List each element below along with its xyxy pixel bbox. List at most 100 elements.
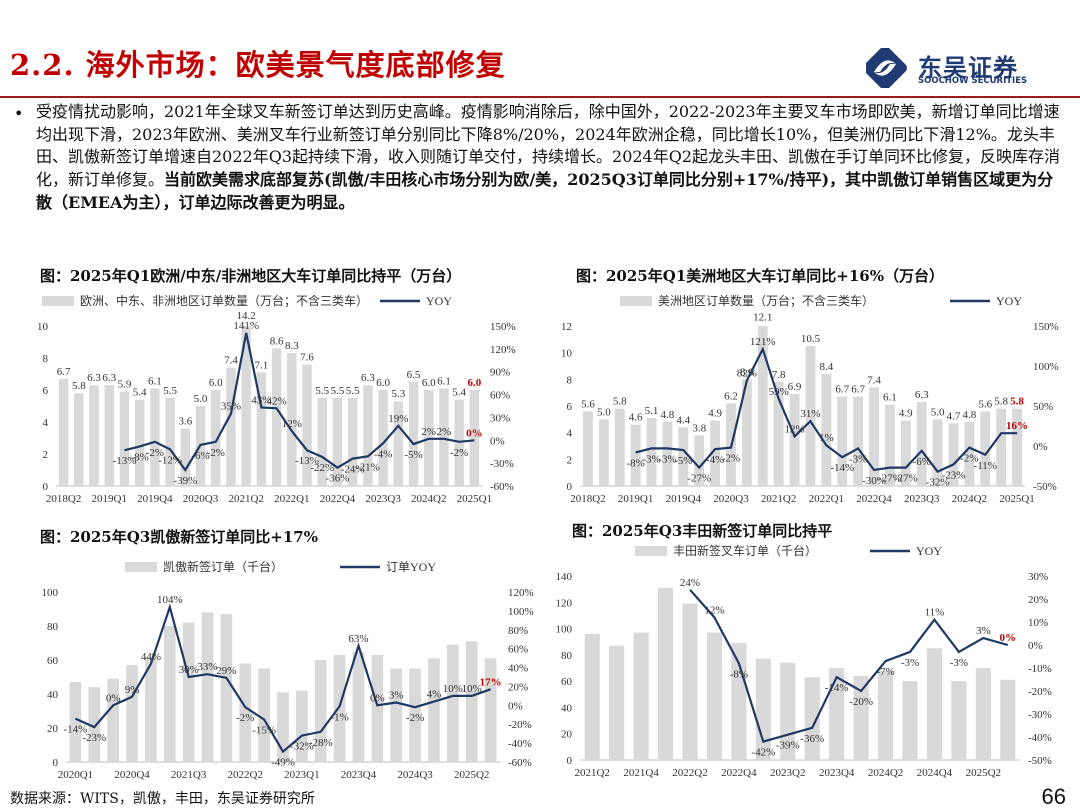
legend-bar-label: 丰田新签叉车订单（千台） xyxy=(673,543,817,558)
x-axis-tick: 2021Q3 xyxy=(171,769,207,781)
bar xyxy=(256,372,267,486)
bar xyxy=(710,420,721,486)
bar xyxy=(996,408,1007,486)
bar-value-label: 5.0 xyxy=(194,393,208,405)
y2-axis-tick: 120% xyxy=(490,344,516,356)
yoy-label: 0% xyxy=(466,427,483,439)
yoy-label: -6% xyxy=(191,450,209,462)
y-axis-tick: 12 xyxy=(561,321,572,333)
bar-value-label: 7.4 xyxy=(867,374,881,386)
bar xyxy=(165,398,175,486)
y2-axis-tick: -40% xyxy=(508,738,532,750)
yoy-label: -13% xyxy=(295,455,319,467)
bar-value-label: 5.5 xyxy=(331,385,345,397)
bar-value-label: 4.8 xyxy=(661,409,675,421)
bar-value-label: 6.2 xyxy=(724,390,738,402)
bar xyxy=(69,682,82,762)
bar-value-label: 4.9 xyxy=(899,408,913,420)
bar-value-label: 8.3 xyxy=(285,340,299,352)
chart-toyota-orders: 丰田新签叉车订单（千台） YOY 0 20 40 60 80 100 120 140 -50% -40… xyxy=(556,543,1052,778)
yoy-label: 30% xyxy=(179,664,199,676)
bar-value-label: 4.8 xyxy=(963,409,977,421)
yoy-label: 121% xyxy=(750,336,776,348)
yoy-label: 10% xyxy=(462,683,482,695)
y-axis-tick: 10 xyxy=(561,348,573,360)
bar-value-label: 5.9 xyxy=(118,379,132,391)
bar xyxy=(408,382,419,486)
y-axis-tick: 20 xyxy=(47,723,59,735)
y-axis-tick: 2 xyxy=(567,454,573,466)
bar-value-label: 6.3 xyxy=(361,372,375,384)
y2-axis-tick: -60% xyxy=(490,481,514,493)
bar-value-label: 6.0 xyxy=(468,377,482,389)
yoy-label: -8% xyxy=(131,451,149,463)
y2-axis-tick: -40% xyxy=(1028,732,1052,744)
yoy-label: 33% xyxy=(197,661,217,673)
bar xyxy=(317,398,327,486)
yoy-label: -5% xyxy=(674,455,692,467)
bar xyxy=(393,401,404,486)
bar xyxy=(583,411,593,486)
bar-value-label: 6.9 xyxy=(788,381,802,393)
bar-value-label: 4.7 xyxy=(947,410,961,422)
chart-title-kion: 图：2025年Q3凯傲新签订单同比+17% xyxy=(40,528,318,546)
yoy-label: -2% xyxy=(450,447,468,459)
yoy-label: 104% xyxy=(157,594,183,606)
bar xyxy=(150,388,160,486)
bar-value-label: 5.6 xyxy=(978,398,992,410)
yoy-label: 3% xyxy=(389,690,404,702)
y2-axis-tick: -50% xyxy=(1028,755,1052,767)
yoy-label: 16% xyxy=(1006,420,1028,432)
y-axis-tick: 8 xyxy=(567,374,573,386)
y-axis-tick: 4 xyxy=(43,417,49,429)
y2-axis-tick: -20% xyxy=(1028,686,1052,698)
y2-axis-tick: -30% xyxy=(1028,709,1052,721)
yoy-label: 2% xyxy=(437,426,452,438)
y2-axis-tick: 100% xyxy=(1033,361,1059,373)
x-axis-tick: 2022Q1 xyxy=(809,493,844,505)
x-axis-tick: 2025Q2 xyxy=(454,769,489,781)
yoy-label: -22% xyxy=(310,462,334,474)
bar xyxy=(428,658,440,762)
yoy-label: 17% xyxy=(480,676,502,688)
bar xyxy=(682,603,698,760)
y2-axis-tick: 60% xyxy=(490,390,510,402)
x-axis-tick: 2019Q4 xyxy=(137,493,173,505)
bar xyxy=(409,668,421,762)
bar xyxy=(332,398,343,486)
bar xyxy=(662,422,673,486)
yoy-label: 9% xyxy=(125,684,140,696)
summary-text: 受疫情扰动影响，2021年全球叉车新签订单达到历史高峰。疫情影响消除后，除中国外… xyxy=(36,102,1061,190)
bar xyxy=(869,387,879,486)
bar xyxy=(646,418,657,486)
bar xyxy=(119,391,130,486)
bar-value-label: 6.1 xyxy=(437,375,451,387)
bar xyxy=(226,367,236,486)
y2-axis-tick: -20% xyxy=(508,719,532,731)
bar-value-label: 5.0 xyxy=(597,406,611,418)
yoy-label: -49% xyxy=(271,757,295,769)
yoy-label: -27% xyxy=(687,473,711,485)
y-axis-tick: 10 xyxy=(37,321,49,333)
yoy-label: 11% xyxy=(925,607,945,619)
bar xyxy=(633,632,649,760)
x-axis-tick: 2025Q1 xyxy=(999,493,1034,505)
y2-axis-tick: 60% xyxy=(508,644,528,656)
bar xyxy=(126,665,138,762)
yoy-label: -1% xyxy=(330,711,348,723)
x-axis-tick: 2020Q4 xyxy=(114,769,150,781)
y-axis-tick: 6 xyxy=(43,385,49,397)
yoy-label: 141% xyxy=(233,320,259,332)
x-axis-tick: 2024Q2 xyxy=(952,493,987,505)
bar xyxy=(853,396,864,486)
yoy-label: 59% xyxy=(769,386,789,398)
bar xyxy=(804,677,820,760)
yoy-label: 42% xyxy=(267,395,287,407)
y2-axis-tick: 20% xyxy=(1028,594,1048,606)
yoy-label: -14% xyxy=(64,724,88,736)
yoy-label: -20% xyxy=(849,696,873,708)
bar xyxy=(302,364,312,486)
legend-bar-swatch xyxy=(620,296,652,306)
yoy-label: 29% xyxy=(216,665,236,677)
bar xyxy=(371,654,384,762)
